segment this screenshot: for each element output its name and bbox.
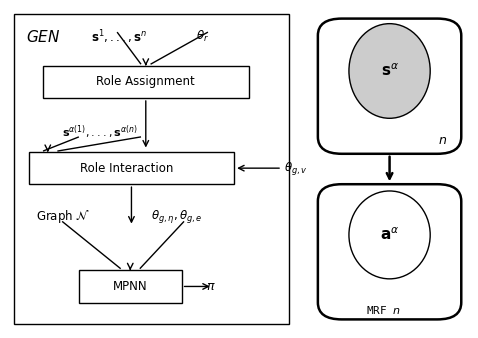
- Bar: [14, 14, 289, 324]
- Text: $n$: $n$: [438, 134, 447, 147]
- Text: $\theta_{g,\eta},\theta_{g,e}$: $\theta_{g,\eta},\theta_{g,e}$: [151, 208, 202, 225]
- FancyBboxPatch shape: [318, 184, 461, 319]
- Text: $\mathbf{s}^\alpha$: $\mathbf{s}^\alpha$: [380, 63, 399, 79]
- Bar: [29, 152, 234, 184]
- Text: Graph $\mathcal{N}$: Graph $\mathcal{N}$: [36, 208, 90, 225]
- Ellipse shape: [349, 191, 430, 279]
- Text: MRF $n$: MRF $n$: [366, 304, 401, 316]
- Text: Role Assignment: Role Assignment: [97, 75, 195, 89]
- Text: $\pi$: $\pi$: [206, 280, 215, 293]
- Text: $\mathbf{s}^{\alpha(1)},...,\mathbf{s}^{\alpha(n)}$: $\mathbf{s}^{\alpha(1)},...,\mathbf{s}^{…: [62, 123, 138, 141]
- Text: MPNN: MPNN: [113, 280, 148, 293]
- Text: $\mathit{GEN}$: $\mathit{GEN}$: [26, 29, 61, 45]
- FancyBboxPatch shape: [318, 19, 461, 154]
- Bar: [43, 66, 249, 98]
- Text: $\mathbf{s}^1,...,\mathbf{s}^n$: $\mathbf{s}^1,...,\mathbf{s}^n$: [91, 29, 147, 46]
- Bar: [79, 270, 182, 303]
- Text: Role Interaction: Role Interaction: [80, 162, 174, 175]
- Ellipse shape: [349, 24, 430, 118]
- Text: $\theta_r$: $\theta_r$: [196, 29, 209, 44]
- Text: $\theta_{g,v}$: $\theta_{g,v}$: [284, 160, 308, 177]
- Text: $\mathbf{a}^\alpha$: $\mathbf{a}^\alpha$: [380, 226, 399, 243]
